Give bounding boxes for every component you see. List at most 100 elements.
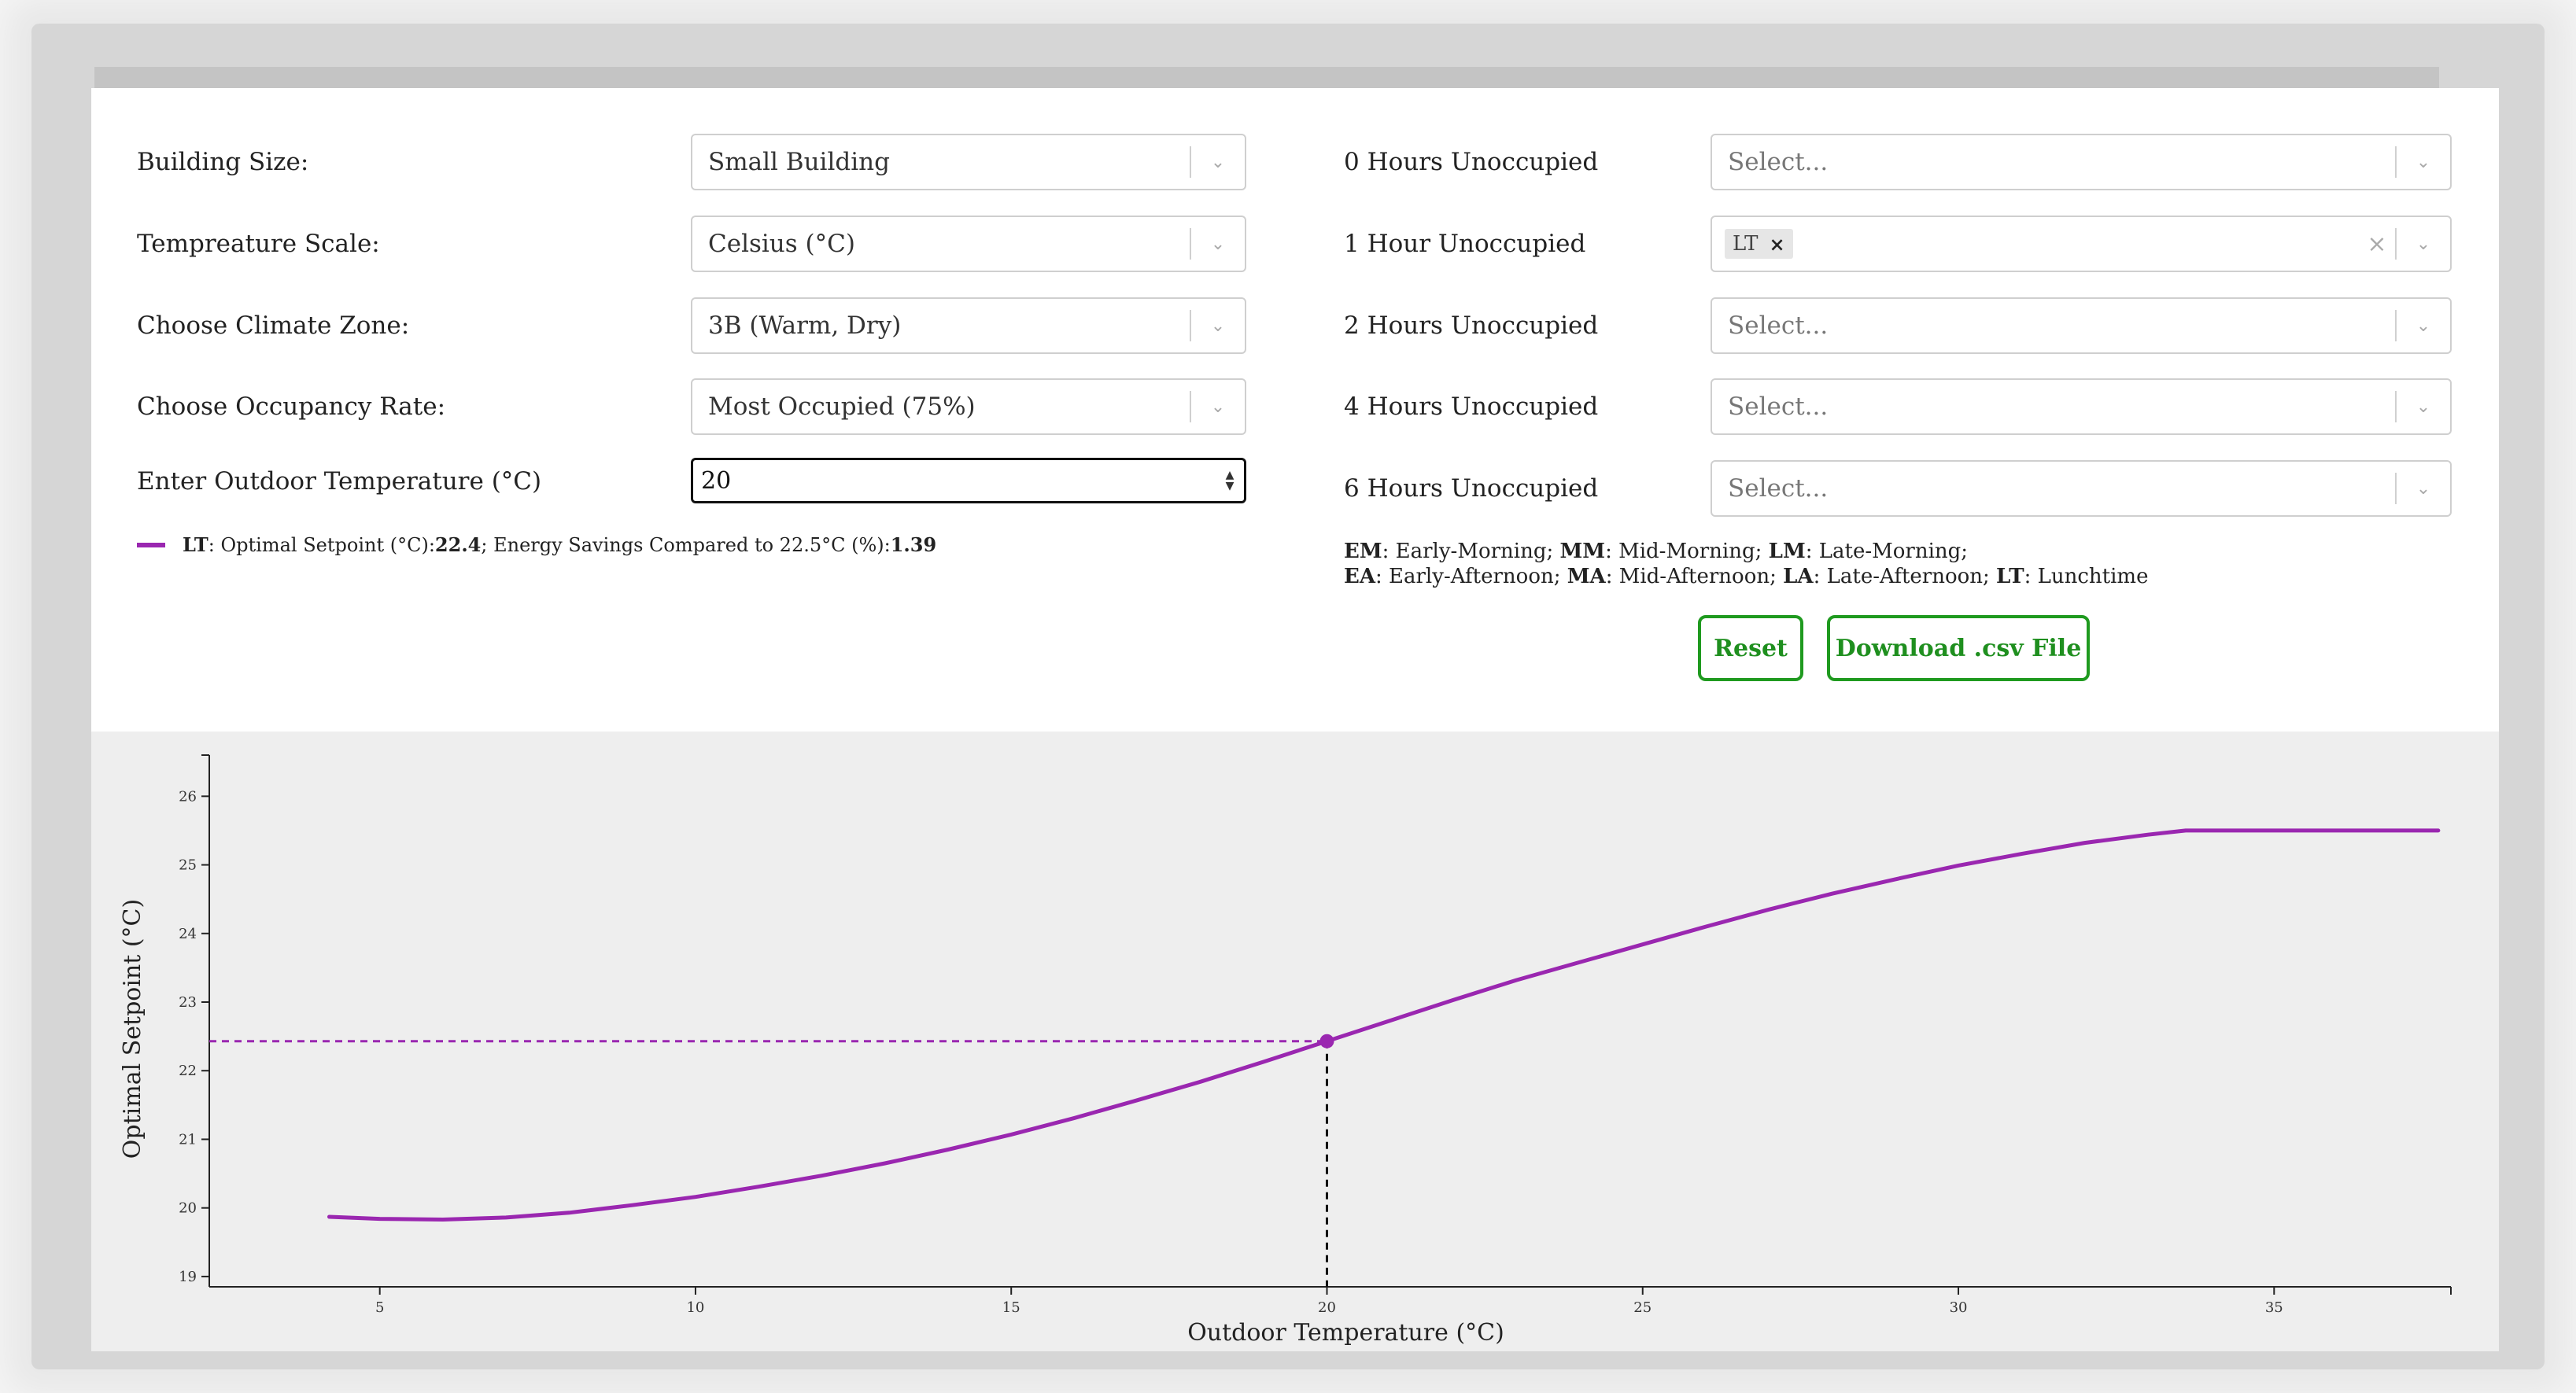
key-abbr: LM bbox=[1768, 540, 1806, 563]
clear-icon[interactable]: × bbox=[2367, 230, 2387, 258]
result-legend: LT : Optimal Setpoint (°C): 22.4 ; Energ… bbox=[137, 533, 936, 556]
building-size-label: Building Size: bbox=[137, 148, 309, 176]
chevron-down-icon[interactable]: ⌄ bbox=[2415, 234, 2431, 254]
legend-setpoint-label: : Optimal Setpoint (°C): bbox=[208, 533, 435, 556]
key-desc: : Mid-Afternoon; bbox=[1605, 565, 1784, 588]
abbreviation-key-line-1: EM: Early-Morning; MM: Mid-Morning; LM: … bbox=[1344, 540, 1968, 563]
temperature-scale-select[interactable]: Celsius (°C) ⌄ bbox=[691, 216, 1246, 272]
y-tick-label: 23 bbox=[179, 994, 197, 1011]
chart-area: 5 10 15 20 25 30 35 19 20 21 22 23 24 25 26 Outdoor Te… bbox=[91, 732, 2499, 1351]
x-tick-label: 10 bbox=[686, 1299, 704, 1316]
tag-label: LT bbox=[1733, 232, 1759, 256]
unoccupied-4-label: 4 Hours Unoccupied bbox=[1344, 392, 1599, 421]
unoccupied-6-label: 6 Hours Unoccupied bbox=[1344, 474, 1599, 503]
unoccupied-0-label: 0 Hours Unoccupied bbox=[1344, 148, 1599, 176]
select-separator bbox=[2395, 146, 2397, 178]
x-axis-label: Outdoor Temperature (°C) bbox=[1187, 1319, 1504, 1347]
tag-container: LT × bbox=[1712, 229, 2359, 259]
unoccupied-2-label: 2 Hours Unoccupied bbox=[1344, 311, 1599, 340]
app-panel: Building Size: Small Building ⌄ Tempreat… bbox=[91, 88, 2499, 1351]
select-separator bbox=[2395, 310, 2397, 341]
building-size-value: Small Building bbox=[708, 148, 890, 176]
x-tick-label: 30 bbox=[1950, 1299, 1968, 1316]
chevron-down-icon[interactable]: ⌄ bbox=[2415, 152, 2431, 172]
highlight-point bbox=[1319, 1034, 1334, 1048]
key-desc: : Early-Afternoon; bbox=[1375, 565, 1567, 588]
select-separator bbox=[2395, 228, 2397, 260]
unoccupied-1-select[interactable]: LT × × ⌄ bbox=[1711, 216, 2452, 272]
unoccupied-4-select[interactable]: Select... ⌄ bbox=[1711, 378, 2452, 435]
x-tick-label: 5 bbox=[375, 1299, 384, 1316]
tag-remove-icon[interactable]: × bbox=[1769, 232, 1785, 256]
key-desc: : Lunchtime bbox=[2024, 565, 2149, 588]
key-desc: : Late-Afternoon; bbox=[1813, 565, 1997, 588]
chevron-down-icon[interactable]: ⌄ bbox=[2415, 315, 2431, 336]
select-separator bbox=[2395, 391, 2397, 422]
key-abbr: MA bbox=[1567, 565, 1606, 588]
occupancy-rate-label: Choose Occupancy Rate: bbox=[137, 392, 446, 421]
chevron-down-icon[interactable]: ⌄ bbox=[1210, 234, 1226, 254]
y-tick-label: 22 bbox=[179, 1063, 197, 1079]
y-tick-label: 25 bbox=[179, 857, 197, 874]
unoccupied-6-placeholder: Select... bbox=[1728, 474, 1829, 503]
y-tick-label: 26 bbox=[179, 788, 197, 805]
unoccupied-2-select[interactable]: Select... ⌄ bbox=[1711, 297, 2452, 354]
select-separator bbox=[1190, 310, 1191, 341]
select-separator bbox=[1190, 391, 1191, 422]
number-spinner-icon[interactable]: ▲ ▼ bbox=[1225, 469, 1234, 492]
outdoor-temp-label: Enter Outdoor Temperature (°C) bbox=[137, 467, 542, 496]
series-line bbox=[327, 828, 2441, 1222]
key-desc: : Early-Morning; bbox=[1382, 540, 1560, 563]
abbreviation-key-line-2: EA: Early-Afternoon; MA: Mid-Afternoon; … bbox=[1344, 565, 2148, 588]
legend-setpoint-value: 22.4 bbox=[434, 533, 482, 556]
y-tick-label: 19 bbox=[179, 1269, 197, 1285]
select-separator bbox=[1190, 146, 1191, 178]
controls-section: Building Size: Small Building ⌄ Tempreat… bbox=[91, 88, 2499, 732]
outdoor-temp-value: 20 bbox=[701, 466, 732, 495]
select-separator bbox=[2395, 473, 2397, 504]
key-abbr: EA bbox=[1344, 565, 1375, 588]
y-axis-label: Optimal Setpoint (°C) bbox=[119, 899, 146, 1159]
temperature-scale-value: Celsius (°C) bbox=[708, 230, 855, 258]
chevron-down-icon[interactable]: ⌄ bbox=[2415, 478, 2431, 499]
legend-savings-value: 1.39 bbox=[890, 533, 937, 556]
key-abbr: LA bbox=[1783, 565, 1814, 588]
y-tick-label: 21 bbox=[179, 1131, 197, 1148]
x-tick-label: 35 bbox=[2265, 1299, 2283, 1316]
unoccupied-2-placeholder: Select... bbox=[1728, 311, 1829, 340]
unoccupied-1-label: 1 Hour Unoccupied bbox=[1344, 230, 1586, 258]
climate-zone-select[interactable]: 3B (Warm, Dry) ⌄ bbox=[691, 297, 1246, 354]
y-tick-label: 24 bbox=[179, 926, 197, 942]
occupancy-rate-select[interactable]: Most Occupied (75%) ⌄ bbox=[691, 378, 1246, 435]
key-desc: : Late-Morning; bbox=[1805, 540, 1969, 563]
legend-savings-label: ; Energy Savings Compared to 22.5°C (%): bbox=[481, 533, 891, 556]
outdoor-temp-input[interactable]: 20 ▲ ▼ bbox=[691, 458, 1246, 503]
occupancy-rate-value: Most Occupied (75%) bbox=[708, 392, 976, 421]
key-abbr: LT bbox=[1996, 565, 2024, 588]
selected-tag: LT × bbox=[1725, 229, 1793, 259]
reset-button[interactable]: Reset bbox=[1698, 615, 1803, 681]
top-strip bbox=[94, 67, 2439, 90]
x-tick-label: 15 bbox=[1002, 1299, 1020, 1316]
chevron-down-icon[interactable]: ⌄ bbox=[1210, 396, 1226, 417]
key-abbr: EM bbox=[1344, 540, 1382, 563]
chevron-down-icon[interactable]: ⌄ bbox=[1210, 315, 1226, 336]
key-desc: : Mid-Morning; bbox=[1605, 540, 1769, 563]
select-separator bbox=[1190, 228, 1191, 260]
chevron-down-icon[interactable]: ⌄ bbox=[1210, 152, 1226, 172]
chevron-down-icon[interactable]: ⌄ bbox=[2415, 396, 2431, 417]
download-csv-button[interactable]: Download .csv File bbox=[1827, 615, 2090, 681]
unoccupied-4-placeholder: Select... bbox=[1728, 392, 1829, 421]
key-abbr: MM bbox=[1559, 540, 1606, 563]
building-size-select[interactable]: Small Building ⌄ bbox=[691, 134, 1246, 190]
y-tick-label: 20 bbox=[179, 1200, 197, 1217]
setpoint-chart: 5 10 15 20 25 30 35 19 20 21 22 23 24 25 26 Outdoor Te… bbox=[119, 754, 2452, 1347]
unoccupied-0-placeholder: Select... bbox=[1728, 148, 1829, 176]
x-tick-label: 20 bbox=[1318, 1299, 1336, 1316]
legend-series-name: LT bbox=[183, 533, 209, 556]
x-tick-label: 25 bbox=[1633, 1299, 1652, 1316]
unoccupied-0-select[interactable]: Select... ⌄ bbox=[1711, 134, 2452, 190]
unoccupied-6-select[interactable]: Select... ⌄ bbox=[1711, 460, 2452, 517]
climate-zone-label: Choose Climate Zone: bbox=[137, 311, 410, 340]
temperature-scale-label: Tempreature Scale: bbox=[137, 230, 380, 258]
